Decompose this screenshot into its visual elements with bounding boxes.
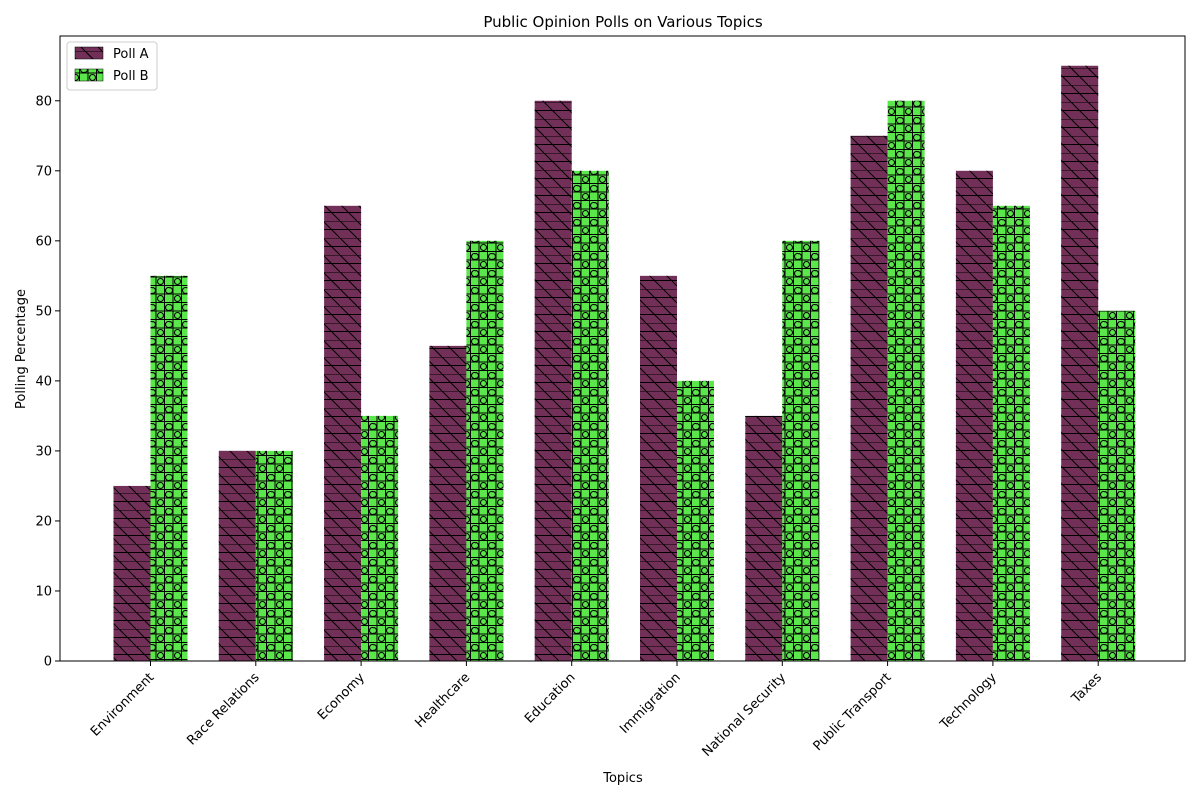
legend-swatch-hatch-poll-b	[75, 69, 103, 81]
bar-poll-a-economy-hatch	[324, 205, 362, 661]
y-tick-label: 70	[35, 164, 52, 179]
bar-poll-b-race-relations-hatch	[255, 450, 293, 661]
y-axis-label: Polling Percentage	[14, 289, 29, 409]
x-tick-label-taxes: Taxes	[1068, 670, 1105, 707]
bar-poll-a-national-security-hatch	[745, 415, 783, 661]
bar-poll-a-technology-hatch	[955, 170, 993, 661]
x-tick-label-immigration: Immigration	[617, 670, 684, 737]
legend: Poll A Poll B	[66, 41, 158, 91]
x-tick-label-national-security: National Security	[700, 670, 790, 760]
bar-poll-b-healthcare-hatch	[466, 240, 504, 661]
y-tick-label: 0	[44, 655, 52, 670]
bar-poll-b-taxes-hatch	[1098, 310, 1136, 661]
bar-poll-a-healthcare-hatch	[429, 345, 467, 661]
bar-poll-a-race-relations-hatch	[218, 450, 256, 661]
x-tick-label-education: Education	[522, 670, 578, 726]
x-axis-label: Topics	[602, 771, 643, 786]
x-tick-label-public-transport: Public Transport	[811, 670, 895, 754]
y-tick-label: 80	[35, 94, 52, 109]
legend-label-poll-a: Poll A	[113, 47, 149, 62]
x-tick-label-economy: Economy	[315, 670, 368, 723]
bar-poll-a-immigration-hatch	[640, 275, 677, 661]
legend-label-poll-b: Poll B	[113, 69, 149, 84]
legend-swatch-hatch-poll-a	[75, 47, 103, 59]
bars-group	[113, 65, 1136, 662]
y-axis-ticks: 0 10 20 30 40 50 60 70 80	[35, 94, 60, 670]
bar-poll-b-environment-hatch	[150, 275, 188, 661]
bar-poll-b-education-hatch	[571, 170, 609, 661]
bar-poll-b-technology-hatch	[992, 205, 1030, 661]
x-axis-ticks: Environment Race Relations Economy Healthca…	[88, 661, 1105, 760]
y-tick-label: 40	[35, 374, 52, 389]
bar-poll-b-immigration-hatch	[677, 380, 714, 661]
bar-poll-a-environment-hatch	[113, 485, 151, 661]
x-tick-label-race-relations: Race Relations	[184, 670, 262, 748]
bar-poll-a-taxes-hatch	[1061, 65, 1099, 661]
y-tick-label: 10	[35, 584, 52, 599]
bar-poll-b-national-security-hatch	[782, 240, 820, 661]
bar-poll-a-public-transport-hatch	[850, 135, 888, 661]
x-tick-label-healthcare: Healthcare	[413, 670, 474, 731]
y-tick-label: 60	[35, 234, 52, 249]
x-tick-label-environment: Environment	[88, 670, 157, 739]
chart-title: Public Opinion Polls on Various Topics	[483, 13, 762, 31]
y-tick-label: 50	[35, 304, 52, 319]
bar-poll-b-economy-hatch	[361, 415, 399, 661]
y-tick-label: 20	[35, 514, 52, 529]
plot-frame	[59, 35, 1186, 662]
bar-poll-b-public-transport-hatch	[887, 100, 925, 662]
bar-poll-a-education-hatch	[534, 100, 572, 662]
x-tick-label-technology: Technology	[937, 670, 1000, 733]
y-tick-label: 30	[35, 444, 52, 459]
